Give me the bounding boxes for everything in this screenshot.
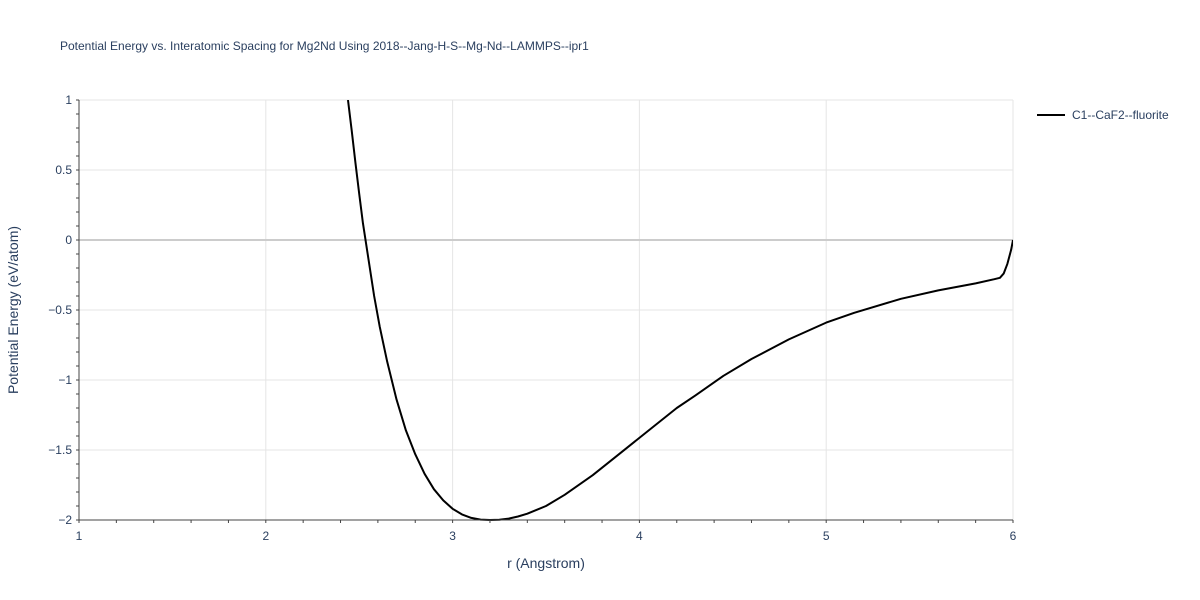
- series-line: [346, 100, 1013, 521]
- y-tick-label: −1.5: [48, 443, 72, 457]
- y-tick-label: 0.5: [55, 163, 72, 177]
- x-tick-label: 4: [636, 529, 643, 543]
- y-tick-label: −2: [58, 513, 72, 527]
- y-tick-label: 1: [65, 93, 72, 107]
- y-axis-label: Potential Energy (eV/atom): [5, 226, 21, 394]
- legend: C1--CaF2--fluorite: [1037, 108, 1169, 122]
- chart-title: Potential Energy vs. Interatomic Spacing…: [60, 39, 589, 53]
- y-tick-label: −1: [58, 373, 72, 387]
- x-axis-label: r (Angstrom): [507, 555, 585, 571]
- series-layer: [346, 100, 1013, 521]
- x-tick-label: 6: [1010, 529, 1017, 543]
- y-tick-label: 0: [65, 233, 72, 247]
- x-tick-label: 1: [76, 529, 83, 543]
- x-tick-label: 3: [449, 529, 456, 543]
- grid-layer: [79, 99, 1014, 520]
- y-tick-label: −0.5: [48, 303, 72, 317]
- x-tick-label: 5: [823, 529, 830, 543]
- x-tick-label: 2: [262, 529, 269, 543]
- legend-label: C1--CaF2--fluorite: [1072, 108, 1169, 122]
- axis-layer: 1 2 3 4 5 6 1 0.5 0 −0.5 −1 −1.5 −2: [48, 93, 1016, 543]
